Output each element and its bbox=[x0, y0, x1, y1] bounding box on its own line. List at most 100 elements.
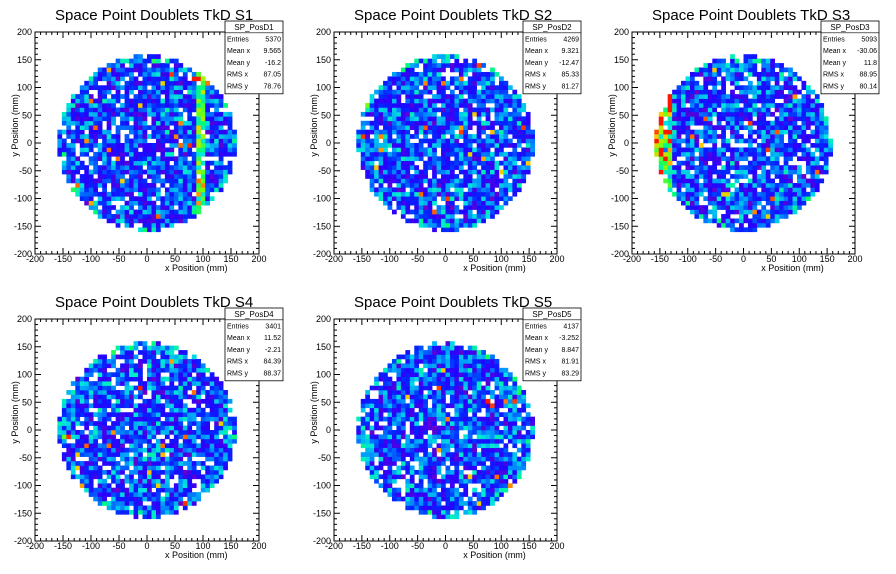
heatmap-bin bbox=[138, 469, 143, 475]
heatmap-bin bbox=[449, 138, 455, 144]
heatmap-bin bbox=[374, 156, 379, 162]
heatmap-bin bbox=[739, 151, 744, 157]
heatmap-bin bbox=[124, 209, 130, 215]
heatmap-bin bbox=[445, 222, 451, 228]
heatmap-bin bbox=[106, 505, 112, 511]
heatmap-bin bbox=[467, 85, 473, 91]
heatmap-bin bbox=[147, 125, 152, 130]
heatmap-bin bbox=[155, 381, 161, 386]
heatmap-bin bbox=[454, 160, 460, 166]
heatmap-bin bbox=[779, 165, 784, 170]
heatmap-bin bbox=[102, 354, 107, 360]
heatmap-bin bbox=[739, 116, 744, 122]
heatmap-bin bbox=[481, 71, 486, 77]
y-tick-label: 100 bbox=[614, 83, 629, 93]
heatmap-bin bbox=[360, 165, 366, 170]
heatmap-bin bbox=[133, 430, 139, 435]
heatmap-bin bbox=[463, 200, 469, 206]
heatmap-bin bbox=[494, 85, 500, 91]
heatmap-bin bbox=[752, 222, 758, 228]
heatmap-bin bbox=[694, 205, 700, 210]
heatmap-bin bbox=[667, 147, 673, 153]
heatmap-bin bbox=[187, 483, 193, 489]
heatmap-bin bbox=[676, 182, 682, 188]
heatmap-bin bbox=[672, 151, 677, 157]
heatmap-bin bbox=[147, 196, 152, 202]
heatmap-bin bbox=[57, 438, 63, 444]
heatmap-bin bbox=[667, 116, 673, 122]
heatmap-bin bbox=[743, 89, 749, 95]
heatmap-bin bbox=[160, 85, 166, 91]
heatmap-bin bbox=[747, 205, 753, 210]
heatmap-bin bbox=[391, 160, 397, 166]
heatmap-bin bbox=[147, 452, 152, 457]
heatmap-bin bbox=[365, 169, 370, 175]
heatmap-bin bbox=[770, 214, 776, 219]
heatmap-bin bbox=[374, 187, 379, 193]
heatmap-bin bbox=[111, 63, 116, 68]
heatmap-bin bbox=[481, 143, 486, 148]
heatmap-bin bbox=[209, 98, 215, 104]
heatmap-bin bbox=[765, 89, 771, 95]
heatmap-bin bbox=[102, 407, 107, 413]
heatmap-bin bbox=[792, 187, 798, 193]
heatmap-bin bbox=[142, 398, 148, 404]
heatmap-bin bbox=[747, 143, 753, 148]
heatmap-bin bbox=[774, 107, 780, 113]
heatmap-bin bbox=[84, 434, 90, 440]
heatmap-bin bbox=[521, 151, 527, 157]
heatmap-bin bbox=[160, 80, 166, 86]
heatmap-bin bbox=[111, 456, 116, 462]
heatmap-bin bbox=[169, 129, 175, 135]
heatmap-bin bbox=[432, 80, 437, 86]
heatmap-bin bbox=[676, 120, 682, 126]
heatmap-bin bbox=[743, 111, 749, 117]
heatmap-bin bbox=[805, 138, 811, 144]
heatmap-bin bbox=[507, 156, 513, 162]
heatmap-bin bbox=[173, 116, 179, 122]
heatmap-bin bbox=[801, 147, 807, 153]
heatmap-bin bbox=[427, 89, 433, 95]
heatmap-bin bbox=[151, 465, 157, 471]
heatmap-bin bbox=[463, 125, 469, 130]
heatmap-bin bbox=[485, 187, 491, 193]
heatmap-bin bbox=[178, 125, 184, 130]
heatmap-bin bbox=[414, 214, 420, 219]
heatmap-bin bbox=[507, 138, 513, 144]
heatmap-bin bbox=[227, 443, 233, 449]
heatmap-bin bbox=[209, 469, 215, 475]
heatmap-bin bbox=[187, 214, 193, 219]
heatmap-bin bbox=[88, 483, 94, 489]
heatmap-bin bbox=[133, 403, 139, 409]
heatmap-bin bbox=[761, 174, 767, 179]
heatmap-bin bbox=[200, 416, 206, 422]
heatmap-bin bbox=[178, 89, 184, 95]
heatmap-bin bbox=[454, 85, 460, 91]
heatmap-bin bbox=[494, 138, 500, 144]
heatmap-bin bbox=[792, 182, 798, 188]
heatmap-bin bbox=[712, 98, 718, 104]
heatmap-bin bbox=[147, 487, 152, 493]
heatmap-bin bbox=[405, 200, 411, 206]
heatmap-bin bbox=[142, 345, 148, 351]
heatmap-bin bbox=[227, 421, 233, 426]
heatmap-bin bbox=[164, 94, 170, 99]
heatmap-bin bbox=[801, 85, 807, 91]
heatmap-bin bbox=[200, 367, 206, 373]
heatmap-bin bbox=[756, 214, 762, 219]
heatmap-bin bbox=[155, 390, 161, 395]
heatmap-bin bbox=[752, 120, 758, 126]
heatmap-bin bbox=[200, 94, 206, 99]
stats-value: 88.95 bbox=[859, 72, 877, 79]
heatmap-bin bbox=[792, 85, 798, 91]
heatmap-bin bbox=[360, 151, 366, 157]
heatmap-bin bbox=[138, 80, 143, 86]
heatmap-bin bbox=[191, 447, 197, 453]
heatmap-bin bbox=[66, 398, 72, 404]
heatmap-bin bbox=[178, 350, 184, 355]
heatmap-bin bbox=[436, 63, 442, 68]
heatmap-bin bbox=[151, 505, 157, 511]
heatmap-bin bbox=[187, 394, 193, 400]
heatmap-bin bbox=[445, 227, 451, 233]
heatmap-bin bbox=[383, 138, 388, 144]
